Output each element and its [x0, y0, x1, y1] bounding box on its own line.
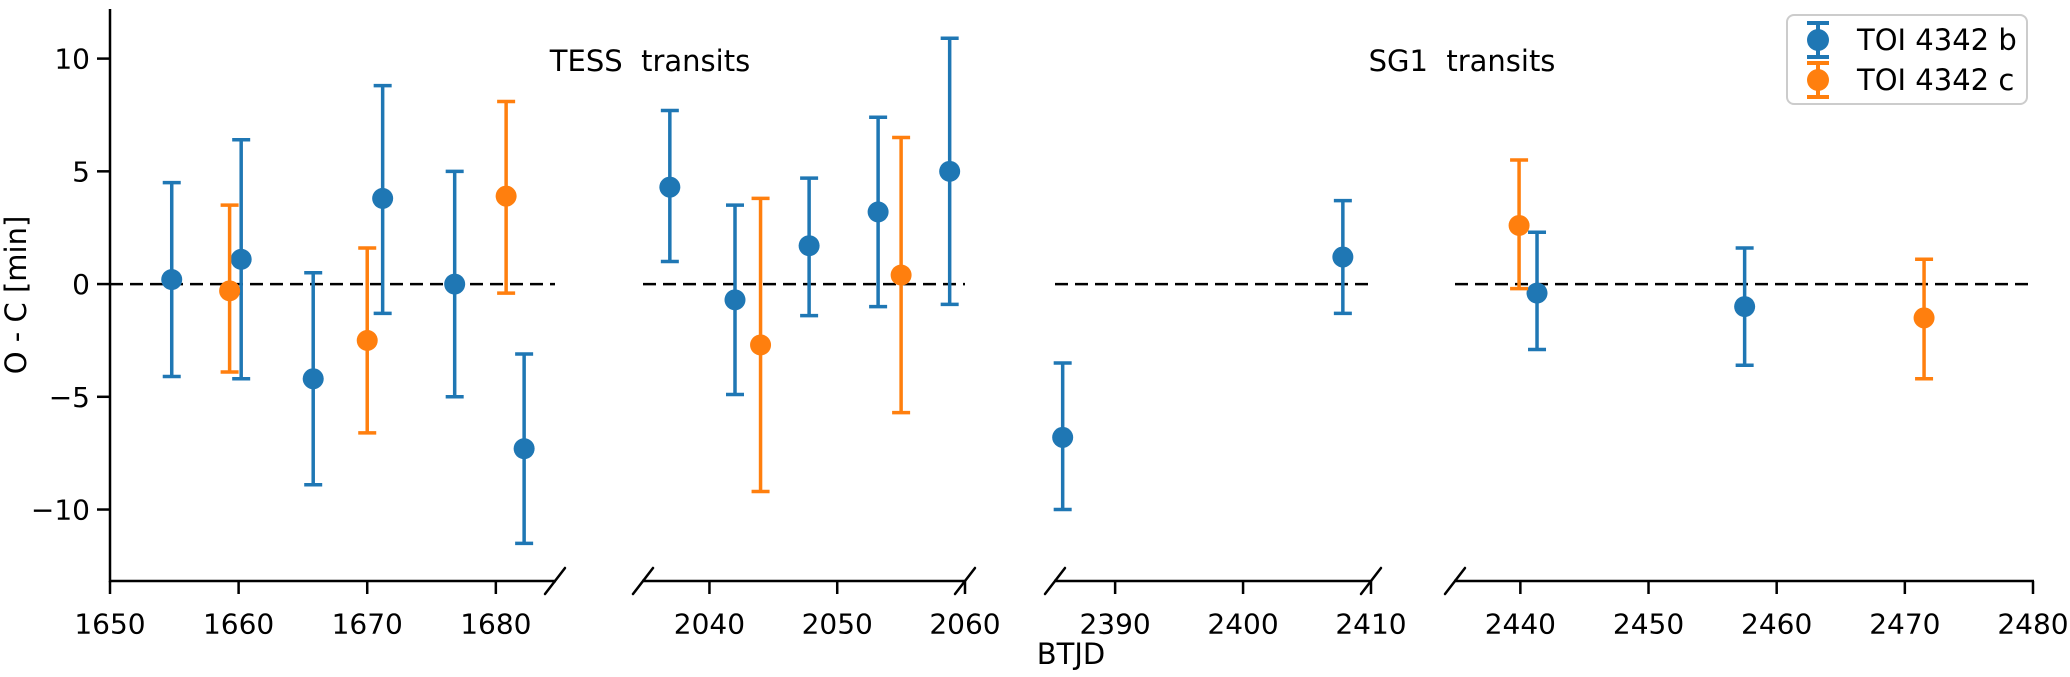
errorbar-point-toi4342b: [372, 83, 394, 316]
data-point: [750, 334, 772, 356]
axis-break-icon: [1443, 566, 1467, 596]
data-point: [1508, 214, 1530, 236]
x-tick-label: 2390: [1079, 608, 1150, 641]
legend-label: TOI 4342 b: [1856, 23, 2017, 57]
y-tick-label: 10: [54, 43, 90, 76]
data-point: [495, 185, 517, 207]
errorbar-point-toi4342c: [890, 135, 912, 415]
legend-marker: [1807, 29, 1829, 51]
data-point: [302, 368, 324, 390]
x-tick-label: 2060: [929, 608, 1000, 641]
x-tick-label: 2450: [1613, 608, 1684, 641]
y-tick-label: −10: [31, 494, 90, 527]
errorbar-point-toi4342b: [302, 271, 324, 487]
y-tick-label: 5: [72, 155, 90, 188]
data-point: [867, 201, 889, 223]
data-point: [372, 187, 394, 209]
errorbar-point-toi4342c: [356, 246, 378, 435]
errorbar-point-toi4342c: [1508, 158, 1530, 291]
errorbar-point-toi4342b: [867, 115, 889, 309]
errorbar-point-toi4342c: [495, 99, 517, 295]
data-point: [230, 248, 252, 270]
errorbar-point-toi4342c: [219, 203, 241, 374]
y-axis-label: O - C [min]: [0, 216, 33, 375]
legend-entry-toi4342c: TOI 4342 c: [1807, 61, 2014, 99]
x-tick-label: 1670: [332, 608, 403, 641]
x-axis-label: BTJD: [1037, 637, 1106, 671]
legend-box: [1786, 14, 2028, 105]
axis-break-icon: [543, 566, 567, 596]
group-title-tess: TESS transits: [549, 44, 750, 78]
x-tick-label: 2480: [1997, 608, 2068, 641]
errorbar-point-toi4342b: [230, 138, 252, 381]
x-tick-label: 2460: [1741, 608, 1812, 641]
data-point: [356, 329, 378, 351]
errorbar-point-toi4342b: [1332, 198, 1354, 316]
data-point: [724, 289, 746, 311]
legend-label: TOI 4342 c: [1856, 63, 2014, 97]
axis-break-icon: [953, 566, 977, 596]
x-tick-label: 1680: [460, 608, 531, 641]
errorbar-point-toi4342b: [798, 176, 820, 318]
data-point: [444, 273, 466, 295]
errorbar-point-toi4342b: [1734, 246, 1756, 367]
data-point: [890, 264, 912, 286]
data-point: [1734, 296, 1756, 318]
errorbar-point-toi4342b: [161, 180, 183, 379]
x-tick-label: 2400: [1207, 608, 1278, 641]
data-point: [1526, 282, 1548, 304]
x-tick-label: 2040: [674, 608, 745, 641]
errorbar-point-toi4342b: [513, 352, 535, 546]
y-tick-label: −5: [49, 381, 90, 414]
x-tick-label: 2410: [1335, 608, 1406, 641]
x-tick-label: 1650: [74, 608, 145, 641]
x-tick-label: 2440: [1485, 608, 1556, 641]
data-point: [1332, 246, 1354, 268]
errorbar-point-toi4342b: [659, 108, 681, 264]
data-point: [659, 176, 681, 198]
x-tick-label: 2050: [802, 608, 873, 641]
legend-entry-toi4342b: TOI 4342 b: [1807, 21, 2017, 59]
errorbar-point-toi4342b: [444, 169, 466, 399]
errorbar-point-toi4342b: [1526, 230, 1548, 352]
data-point: [939, 160, 961, 182]
data-point: [161, 269, 183, 291]
data-point: [1052, 426, 1074, 448]
errorbar-point-toi4342c: [1913, 257, 1935, 381]
data-point: [1913, 307, 1935, 329]
x-tick-label: 2470: [1869, 608, 1940, 641]
errorbar-point-toi4342b: [1052, 361, 1074, 512]
x-tick-label: 1660: [203, 608, 274, 641]
data-point: [798, 235, 820, 257]
axis-break-icon: [1359, 566, 1383, 596]
legend-marker: [1807, 69, 1829, 91]
errorbar-point-toi4342b: [939, 36, 961, 307]
axis-break-icon: [1043, 566, 1067, 596]
data-point: [219, 280, 241, 302]
data-point: [513, 438, 535, 460]
errorbar-point-toi4342b: [724, 203, 746, 397]
errorbar-point-toi4342c: [750, 196, 772, 494]
axis-break-icon: [631, 566, 655, 596]
group-title-sg1: SG1 transits: [1369, 44, 1556, 78]
y-tick-label: 0: [72, 268, 90, 301]
